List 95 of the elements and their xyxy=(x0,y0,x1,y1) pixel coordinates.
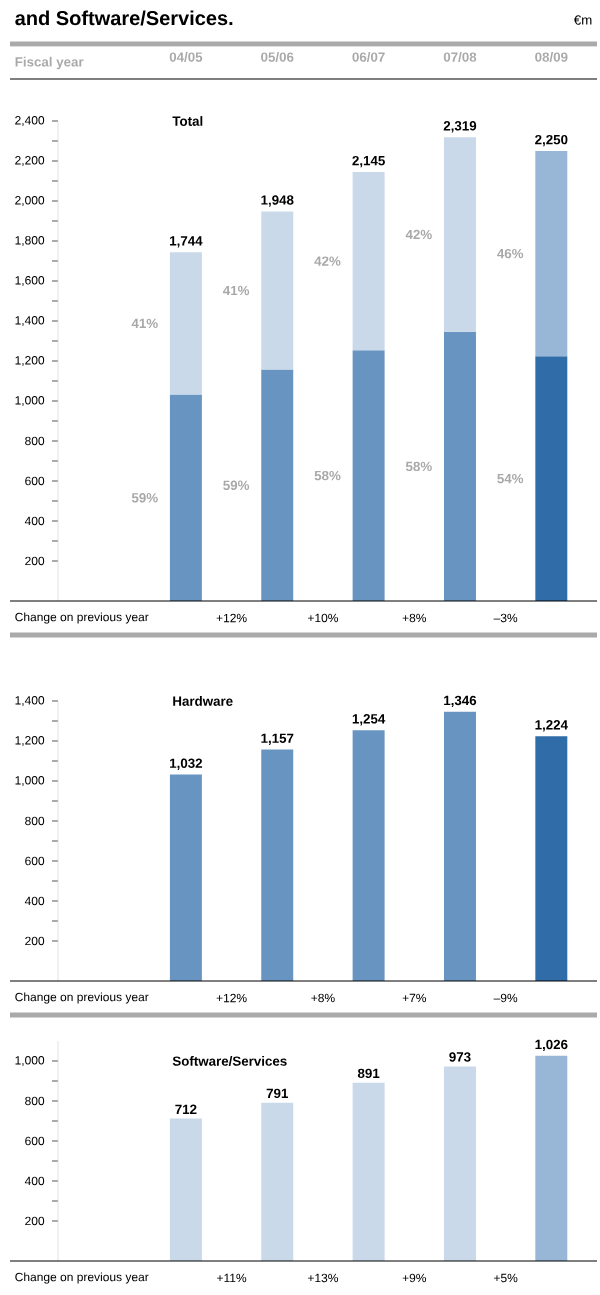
text: and Software/Services. xyxy=(15,10,233,26)
y-tick-label: 1,200 xyxy=(15,356,45,366)
annotation: 46% xyxy=(497,248,524,259)
y-tick-label: 600 xyxy=(25,476,45,486)
x-tick-label: 04/05 xyxy=(169,52,203,62)
annotation: 59% xyxy=(223,480,250,491)
y-tick-label: 600 xyxy=(25,1136,45,1146)
bar xyxy=(535,150,568,357)
y-tick-label: 400 xyxy=(25,1176,45,1186)
total-label: 2,319 xyxy=(443,121,477,133)
y-tick-label: 2,200 xyxy=(15,156,45,166)
total-label: 2,145 xyxy=(352,155,386,168)
text: +9% xyxy=(402,1273,427,1283)
bar xyxy=(352,350,385,601)
data-label: 791 xyxy=(266,1088,289,1099)
bar xyxy=(261,211,294,370)
total-label: 1,744 xyxy=(170,236,203,248)
data-label: 1,157 xyxy=(261,733,294,745)
x-tick-label: 07/08 xyxy=(444,52,477,62)
y-tick-label: 800 xyxy=(25,816,45,826)
bar xyxy=(535,1055,568,1261)
data-label: 1,346 xyxy=(444,695,477,708)
bar xyxy=(444,137,477,332)
x-tick-label: 06/07 xyxy=(352,52,385,62)
data-label: 973 xyxy=(449,1052,471,1062)
bar xyxy=(352,730,385,981)
annotation: 42% xyxy=(405,229,433,240)
y-tick-label: 1,000 xyxy=(15,1056,45,1066)
text: +11% xyxy=(217,1273,247,1283)
y-tick-label: 800 xyxy=(25,1096,45,1106)
annotation: 58% xyxy=(314,470,341,481)
text: –9% xyxy=(493,993,518,1003)
text: Software/Services xyxy=(172,1056,287,1066)
data-label: 1,026 xyxy=(535,1039,568,1052)
bar xyxy=(261,749,294,981)
total-label: 1,948 xyxy=(261,195,294,207)
y-tick-label: 2,400 xyxy=(15,116,45,126)
text: +12% xyxy=(216,613,247,623)
y-tick-label: 1,800 xyxy=(15,236,45,246)
annotation: 54% xyxy=(497,473,524,484)
bar xyxy=(170,394,203,601)
text: +7% xyxy=(402,993,427,1003)
x-tick-label: 08/09 xyxy=(535,52,568,62)
y-tick-label: 2,000 xyxy=(15,196,45,206)
text: +12% xyxy=(216,993,247,1003)
y-tick-label: 200 xyxy=(25,1216,45,1226)
bar xyxy=(170,252,203,395)
chart-title: Total xyxy=(172,116,203,126)
y-tick-label: 1,000 xyxy=(15,776,45,786)
y-tick-label: 200 xyxy=(25,556,45,566)
text: +8% xyxy=(402,613,427,623)
annotation: 58% xyxy=(406,461,433,472)
text: Change on previous year xyxy=(15,612,149,624)
text: €m xyxy=(574,15,592,25)
y-tick-label: 1,000 xyxy=(15,396,45,406)
y-tick-label: 1,400 xyxy=(15,316,45,326)
x-tick-label: 05/06 xyxy=(261,52,294,62)
bar xyxy=(170,1118,203,1261)
bar xyxy=(170,774,203,981)
data-label: 1,224 xyxy=(535,720,569,732)
annotation: 59% xyxy=(132,493,159,503)
y-tick-label: 200 xyxy=(25,936,45,946)
y-tick-label: 400 xyxy=(25,896,45,906)
bar xyxy=(535,736,568,981)
text: +5% xyxy=(494,1273,518,1283)
bar xyxy=(444,1066,477,1261)
total-label: 2,250 xyxy=(535,134,568,147)
data-label: 1,032 xyxy=(170,758,203,770)
annotation: 42% xyxy=(314,256,341,266)
text: Change on previous year xyxy=(15,992,149,1004)
chart-title: Hardware xyxy=(173,696,233,706)
y-tick-label: 1,400 xyxy=(15,696,45,706)
data-label: 1,254 xyxy=(353,714,386,726)
bar xyxy=(261,369,294,601)
data-label: 712 xyxy=(175,1104,197,1114)
y-tick-label: 400 xyxy=(25,516,45,526)
y-tick-label: 1,200 xyxy=(15,736,45,746)
bar xyxy=(261,1102,294,1261)
y-tick-label: 800 xyxy=(25,436,45,446)
bar xyxy=(352,1082,385,1261)
text: +13% xyxy=(308,1273,339,1283)
text: Change on previous year xyxy=(15,1272,149,1284)
text: +10% xyxy=(308,613,339,623)
bar xyxy=(444,331,477,601)
text: –3% xyxy=(493,613,518,623)
bar xyxy=(352,171,385,351)
data-label: 891 xyxy=(358,1068,380,1079)
y-tick-label: 1,600 xyxy=(15,276,45,286)
bar xyxy=(444,711,477,981)
annotation: 41% xyxy=(131,318,159,329)
y-tick-label: 600 xyxy=(25,856,45,866)
bar xyxy=(535,356,568,601)
x-axis-title: Fiscal year xyxy=(15,56,84,70)
annotation: 41% xyxy=(223,285,250,296)
text: +8% xyxy=(311,993,335,1003)
